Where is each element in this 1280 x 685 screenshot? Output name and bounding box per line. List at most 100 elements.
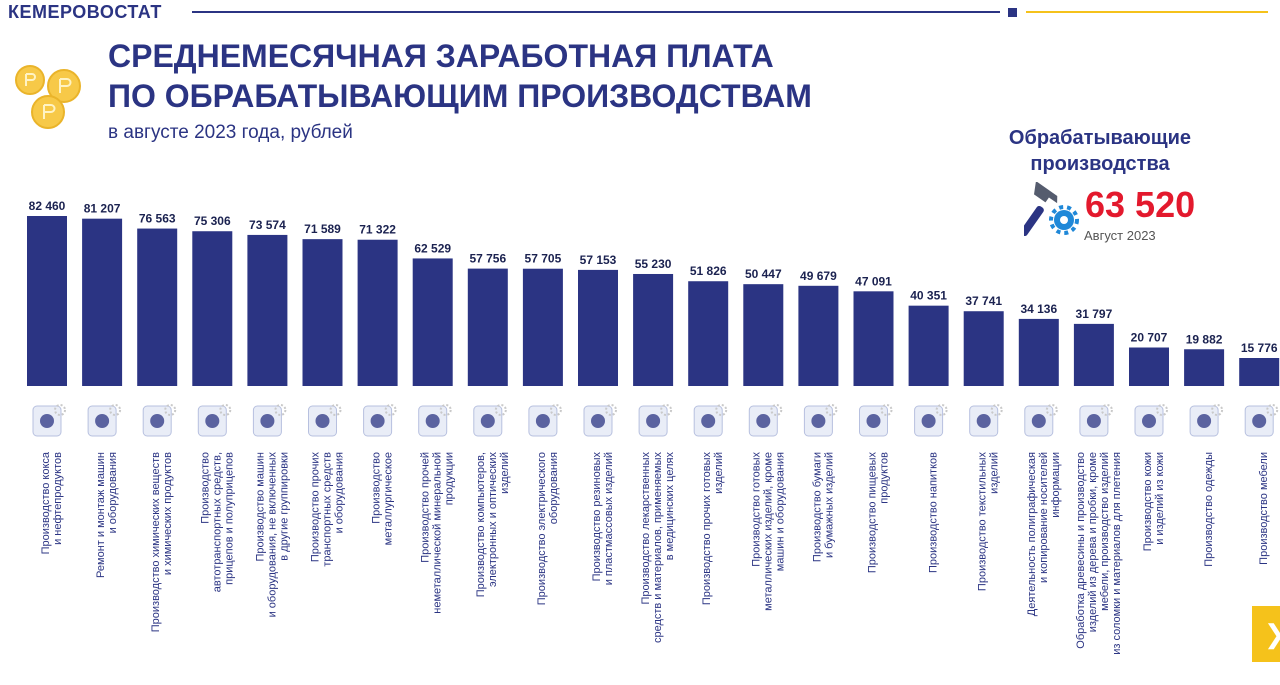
- bar-value-label-5: 73 574: [249, 218, 286, 232]
- bar-value-label-13: 51 826: [690, 264, 727, 278]
- bar-value-label-23: 15 776: [1241, 341, 1278, 355]
- bar-value-label-12: 55 230: [635, 257, 672, 271]
- bar-value-label-7: 71 322: [359, 223, 396, 237]
- next-page-button[interactable]: ❯: [1252, 606, 1280, 662]
- bar-value-label-17: 40 351: [910, 289, 947, 303]
- bar-23: [1239, 358, 1280, 386]
- bar-15: [798, 285, 839, 386]
- bar-7: [357, 239, 398, 386]
- brand-logo-text: КЕМЕРОВОСТАТ: [8, 2, 162, 22]
- clothing-icon: [1189, 404, 1224, 437]
- header-divider-yellow: [1026, 11, 1268, 13]
- bar-value-label-16: 47 091: [855, 274, 892, 288]
- wardrobe-icon: [1244, 404, 1279, 437]
- header-divider-square: [1008, 8, 1017, 17]
- category-label-6: Производство прочихтранспортных средстви…: [310, 452, 346, 567]
- hammer-gear-icon: [1024, 182, 1079, 237]
- category-label-18: Производство текстильныхизделий: [977, 452, 1001, 592]
- bar-4: [192, 231, 233, 386]
- monitor-icon: [473, 404, 507, 437]
- metal-ladle-icon: [363, 404, 397, 437]
- category-label-14: Производство готовыхметаллических издели…: [750, 452, 786, 611]
- bar-value-label-3: 76 563: [139, 212, 176, 226]
- page-subtitle: в августе 2023 года, рублей: [108, 122, 353, 143]
- ruble-coins-icon: [15, 65, 81, 129]
- category-label-7: Производствометаллургическое: [371, 452, 395, 545]
- gears-icon: [748, 404, 783, 437]
- bar-21: [1129, 347, 1169, 386]
- printed-picture-icon: [1024, 404, 1058, 437]
- oil-pump-icon: [32, 404, 66, 437]
- bar-20: [1073, 323, 1114, 386]
- chevron-right-icon: ❯: [1264, 619, 1280, 649]
- category-label-19: Деятельность полиграфическаяи копировани…: [1026, 452, 1062, 616]
- bar-value-label-11: 57 153: [580, 253, 617, 267]
- bar-9: [467, 268, 508, 386]
- bar-value-label-15: 49 679: [800, 269, 837, 283]
- bar-11: [578, 269, 618, 386]
- bar-value-label-1: 82 460: [29, 199, 66, 213]
- bar-value-label-8: 62 529: [414, 241, 451, 255]
- summary-label: Обрабатывающие производства: [1000, 125, 1200, 177]
- category-label-5: Производство машини оборудования, не вкл…: [254, 452, 290, 618]
- summary-date: Август 2023: [1084, 228, 1156, 243]
- robot-arm-wrench-icon: [87, 404, 122, 437]
- category-label-10: Производство электрическогооборудования: [536, 452, 560, 605]
- drill-icon: [528, 404, 562, 437]
- bar-6: [302, 239, 343, 386]
- water-bottle-icon: [914, 404, 948, 437]
- bar-12: [633, 273, 674, 386]
- bar-value-label-6: 71 589: [304, 222, 341, 236]
- rubber-boot-icon: [583, 404, 617, 437]
- bar-14: [743, 284, 784, 386]
- bar-value-label-18: 37 741: [965, 294, 1002, 308]
- bar-value-label-2: 81 207: [84, 202, 121, 216]
- bar-value-label-9: 57 756: [469, 252, 506, 266]
- page-title-line-1: СРЕДНЕМЕСЯЧНАЯ ЗАРАБОТНАЯ ПЛАТА: [108, 38, 774, 74]
- category-label-4: Производствоавтотранспортных средств,при…: [199, 452, 235, 592]
- category-label-21: Производство кожии изделий из кожи: [1142, 452, 1166, 551]
- fabric-icon: [969, 404, 1003, 437]
- bar-value-label-10: 57 705: [525, 252, 562, 266]
- category-label-12: Производство лекарственныхсредств и мате…: [640, 452, 676, 644]
- bar-19: [1018, 318, 1059, 386]
- book-icon: [803, 404, 838, 437]
- category-label-13: Производство прочих готовыхизделий: [701, 452, 725, 606]
- bar-16: [853, 291, 894, 386]
- header-divider-blue: [192, 11, 1000, 13]
- category-label-3: Производство химических веществи химичес…: [150, 452, 174, 632]
- bar-8: [412, 258, 453, 386]
- category-label-1: Производство коксаи нефтепродуктов: [40, 451, 64, 554]
- page-title-line-2: ПО ОБРАБАТЫВАЮЩИМ ПРОИЗВОДСТВАМ: [108, 78, 812, 114]
- sports-ball-icon: [693, 404, 728, 437]
- bar-2: [82, 218, 123, 386]
- leather-hide-icon: [1134, 404, 1168, 437]
- summary-value: 63 520: [1085, 184, 1196, 225]
- bar-18: [963, 311, 1004, 386]
- summary-label-line-1: Обрабатывающие: [1008, 127, 1192, 149]
- ice-cream-icon: [859, 404, 893, 437]
- bar-1: [27, 216, 67, 386]
- bar-22: [1184, 349, 1225, 386]
- category-label-23: Производство мебели: [1258, 452, 1270, 565]
- bar-value-label-14: 50 447: [745, 267, 782, 281]
- bar-value-label-19: 34 136: [1020, 302, 1057, 316]
- category-label-9: Производство компьютеров,электронных и о…: [475, 452, 511, 598]
- category-label-8: Производство прочейнеметаллической минер…: [420, 452, 456, 614]
- bar-value-label-21: 20 707: [1131, 330, 1168, 344]
- summary-label-line-2: производства: [1030, 153, 1170, 175]
- category-label-2: Ремонт и монтаж машини оборудования: [95, 452, 119, 578]
- bar-5: [247, 234, 288, 386]
- bar-10: [522, 268, 563, 386]
- bar-value-label-20: 31 797: [1076, 307, 1113, 321]
- bar-value-label-4: 75 306: [194, 214, 231, 228]
- category-label-20: Обработка древесины и производствоиздели…: [1075, 452, 1123, 655]
- robot-arm-icon: [252, 404, 287, 437]
- wood-planks-icon: [1079, 404, 1113, 437]
- medicine-bottle-icon: [638, 404, 673, 437]
- category-label-17: Производство напитков: [928, 452, 940, 573]
- bar-17: [908, 305, 949, 386]
- bar-value-label-22: 19 882: [1186, 332, 1223, 346]
- category-label-15: Производство бумагии бумажных изделий: [811, 452, 835, 562]
